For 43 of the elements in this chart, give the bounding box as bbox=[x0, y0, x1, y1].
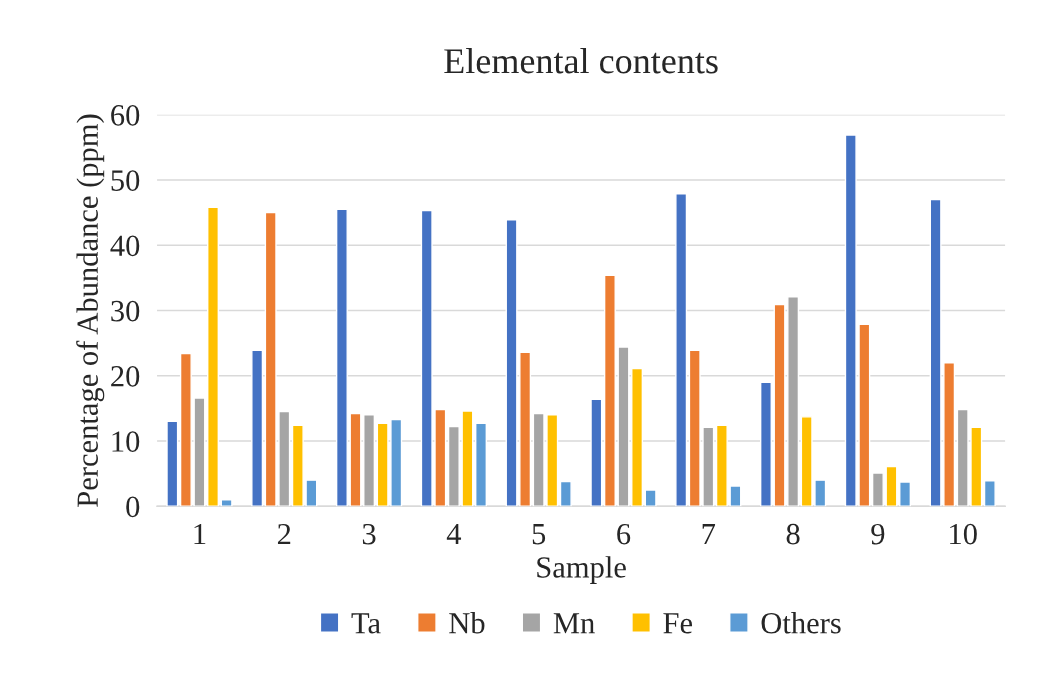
x-tick-label: 1 bbox=[194, 523, 206, 545]
bar bbox=[363, 414, 376, 507]
y-tick-label: 20 bbox=[111, 366, 140, 387]
x-tick-label: 6 bbox=[617, 523, 631, 545]
legend-label: Nb bbox=[449, 612, 485, 634]
y-tick-label: 50 bbox=[111, 170, 140, 191]
bar bbox=[675, 193, 688, 507]
bar bbox=[166, 420, 179, 507]
legend-label: Ta bbox=[351, 613, 381, 634]
x-tick-label: 9 bbox=[871, 523, 885, 545]
chart-title: Elemental contents bbox=[444, 48, 718, 74]
x-tick-label: 8 bbox=[786, 523, 800, 545]
bar bbox=[631, 367, 644, 507]
x-axis-title: Sample bbox=[537, 556, 626, 584]
legend-label: Others bbox=[761, 612, 841, 634]
y-axis-title: Percentage of Abundance (ppm) bbox=[76, 114, 105, 507]
y-tick-label: 60 bbox=[111, 105, 140, 126]
bar bbox=[590, 398, 603, 507]
legend-label: Fe bbox=[663, 613, 693, 634]
bar bbox=[220, 499, 233, 507]
x-tick-label: 2 bbox=[277, 523, 291, 545]
bar bbox=[899, 481, 912, 507]
y-tick-label: 30 bbox=[111, 300, 140, 322]
bar bbox=[983, 480, 996, 507]
bar bbox=[617, 346, 630, 507]
y-tick-label: 40 bbox=[110, 235, 140, 257]
bar bbox=[207, 206, 220, 507]
bar bbox=[644, 489, 657, 507]
y-tick-label: 10 bbox=[112, 431, 140, 452]
x-tick-label: 5 bbox=[532, 524, 546, 545]
x-tick-label: 10 bbox=[950, 523, 977, 545]
y-tick-label: 0 bbox=[126, 496, 140, 518]
bar bbox=[475, 422, 487, 507]
bar bbox=[559, 480, 572, 507]
x-tick-label: 4 bbox=[446, 524, 462, 545]
bar bbox=[349, 412, 362, 507]
bar bbox=[251, 349, 264, 507]
bar bbox=[759, 381, 772, 507]
x-tick-label: 7 bbox=[702, 524, 716, 545]
bar bbox=[603, 274, 616, 507]
bar bbox=[335, 208, 348, 507]
legend-label: Mn bbox=[553, 613, 595, 634]
x-tick-label: 3 bbox=[362, 523, 376, 545]
